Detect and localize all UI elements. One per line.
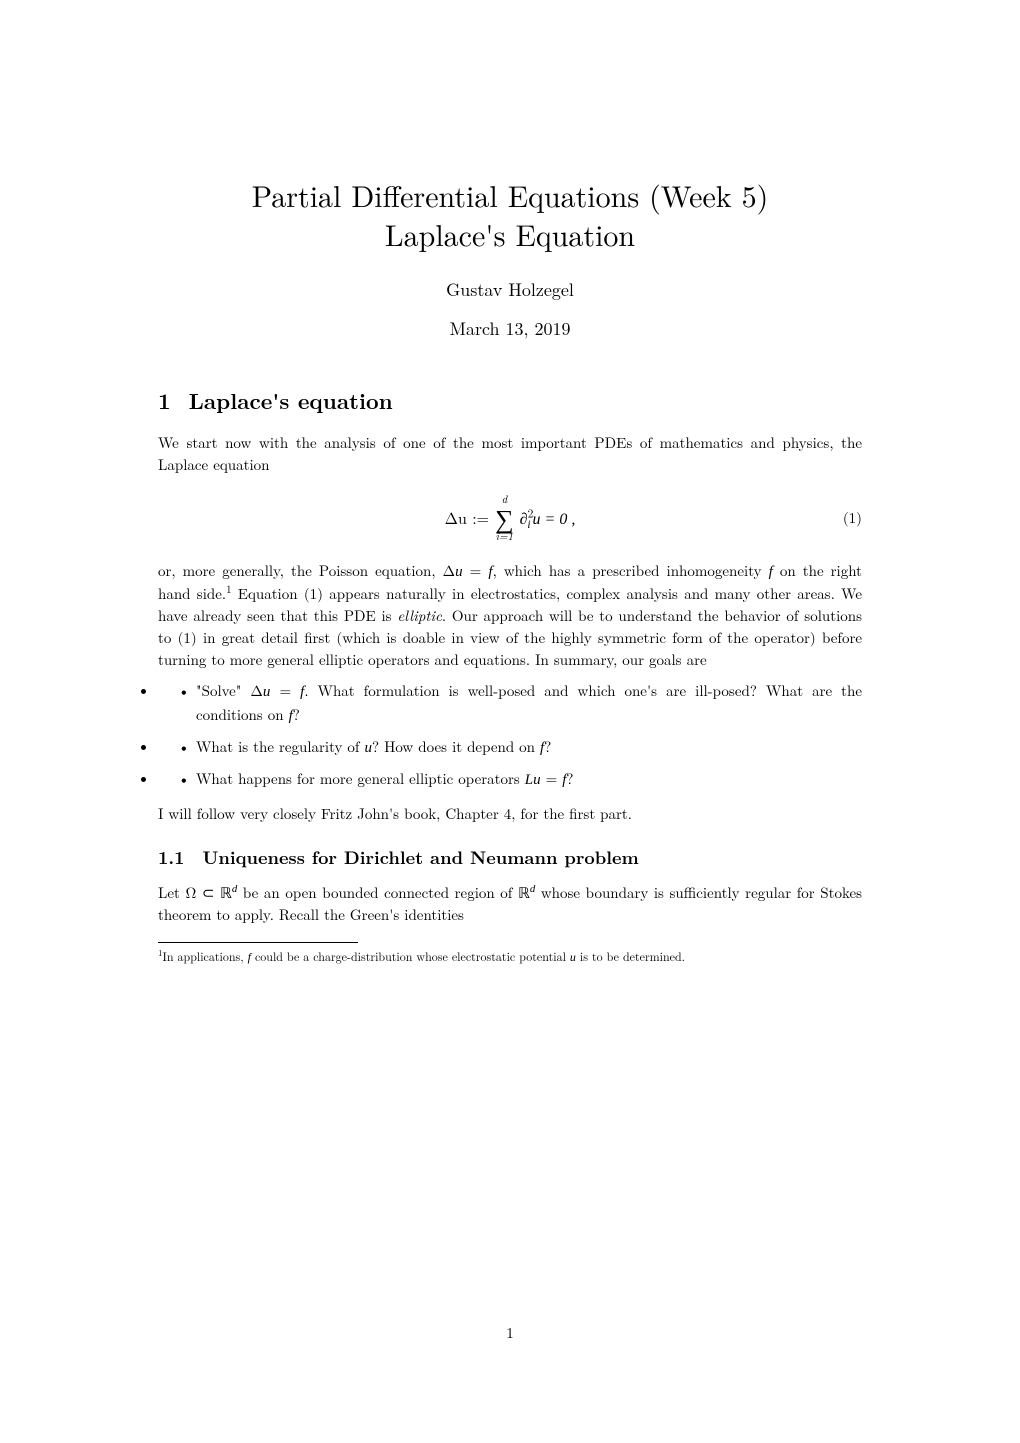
p2-e: , which has a prescribed inhomogeneity (493, 560, 769, 581)
section-number: 1 (158, 385, 171, 416)
equation-1-body: Δu := d ∑ i=1 ∂2iu = 0 , (445, 494, 576, 542)
p2-c: = (463, 560, 489, 581)
subsection-number: 1.1 (158, 845, 184, 870)
b1-e: ? (544, 736, 551, 757)
title-line-1: Partial Differential Equations (Week 5) (252, 173, 769, 216)
eq1-lhs: Δu := (445, 506, 489, 529)
p4-a: Let Ω ⊂ ℝ (158, 882, 232, 903)
paragraph-4: Let Ω ⊂ ℝd be an open bounded connected … (158, 882, 862, 926)
footnote-rule (158, 942, 358, 943)
paragraph-1: We start now with the analysis of one of… (158, 432, 862, 476)
section-title: Laplace's equation (189, 385, 393, 416)
eq1-rhs: ∂2iu = 0 , (520, 506, 576, 529)
b1-b: u (365, 740, 373, 756)
fn-a: In applications, (163, 948, 248, 965)
b0-a: "Solve" Δ (196, 680, 263, 701)
partial-sub: i (527, 519, 530, 531)
author: Gustav Holzegel (158, 277, 862, 302)
footnote-1: 1In applications, f could be a charge-di… (158, 947, 862, 965)
fn-c: could be a charge-distribution whose ele… (251, 948, 570, 965)
eq1-tail: u = 0 , (533, 511, 576, 528)
b2-b: Lu (525, 772, 541, 788)
p4-b: be an open bounded connected region of ℝ (237, 882, 530, 903)
paragraph-2: or, more generally, the Poisson equation… (158, 560, 862, 671)
p2-b: u (455, 564, 463, 580)
equation-1: Δu := d ∑ i=1 ∂2iu = 0 , (1) (158, 494, 862, 542)
b1-c: ? How does it depend on (372, 736, 540, 757)
list-item: What is the regularity of u? How does it… (158, 736, 862, 760)
equation-number: (1) (843, 507, 862, 528)
b1-a: What is the regularity of (196, 736, 365, 757)
subsection-title: Uniqueness for Dirichlet and Neumann pro… (202, 845, 638, 870)
fn-e: is to be determined. (576, 948, 685, 965)
b0-g: ? (293, 704, 300, 725)
paragraph-3: I will follow very closely Fritz John's … (158, 803, 862, 825)
b2-a: What happens for more general elliptic o… (196, 768, 525, 789)
subsection-heading: 1.1 Uniqueness for Dirichlet and Neumann … (158, 845, 862, 870)
section-heading: 1 Laplace's equation (158, 385, 862, 416)
sum-lower: i=1 (496, 531, 513, 542)
document-title: Partial Differential Equations (Week 5) … (158, 175, 862, 253)
title-line-2: Laplace's Equation (385, 212, 635, 255)
page-number: 1 (506, 1322, 514, 1343)
p2-i: elliptic (397, 605, 442, 626)
p2-a: or, more generally, the Poisson equation… (158, 560, 455, 581)
b2-c: = (541, 768, 563, 789)
sum-block: d ∑ i=1 (495, 494, 514, 542)
date: March 13, 2019 (158, 316, 862, 341)
b0-c: = (270, 680, 300, 701)
b2-e: ? (566, 768, 573, 789)
sum-symbol: ∑ (495, 505, 514, 531)
list-item: "Solve" Δu = f. What formulation is well… (158, 680, 862, 728)
list-item: What happens for more general elliptic o… (158, 768, 862, 792)
goals-list: "Solve" Δu = f. What formulation is well… (158, 680, 862, 791)
